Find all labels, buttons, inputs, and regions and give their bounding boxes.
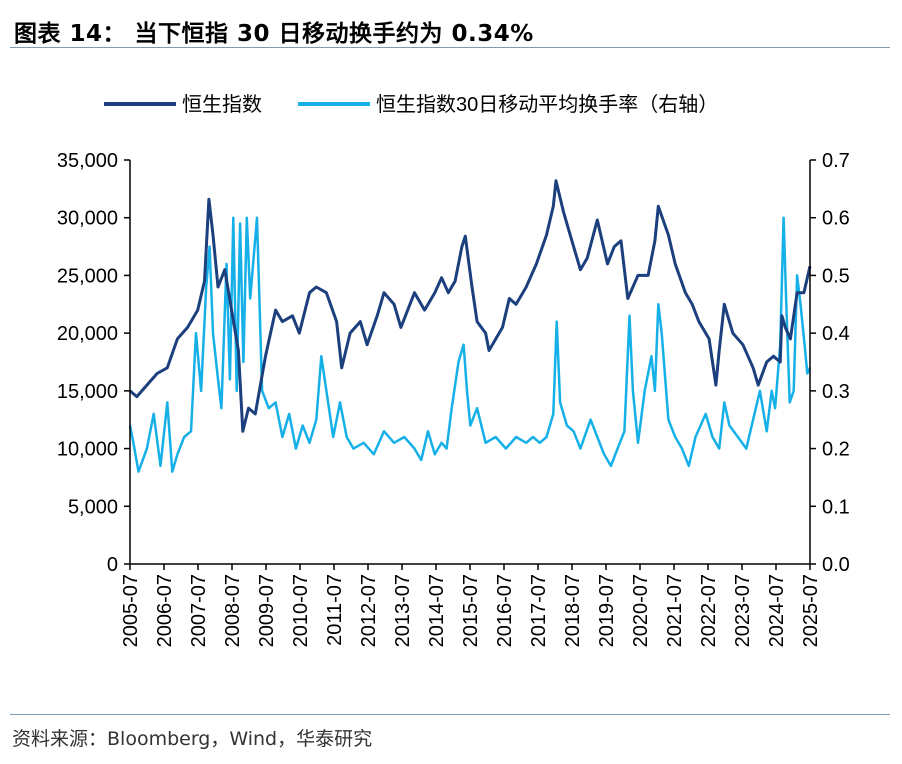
series-layer bbox=[128, 179, 812, 473]
x-axis-tick-label: 2022-07 bbox=[698, 574, 720, 647]
legend-label-turnover: 恒生指数30日移动平均换手率（右轴） bbox=[376, 93, 718, 116]
left-axis-tick-label: 35,000 bbox=[57, 150, 118, 172]
right-axis-tick-label: 0.6 bbox=[822, 208, 850, 230]
legend-label-hsi: 恒生指数 bbox=[182, 93, 262, 116]
x-axis-tick-label: 2009-07 bbox=[256, 574, 278, 647]
x-axis-tick-label: 2023-07 bbox=[732, 574, 754, 647]
hsi-turnover-chart: 恒生指数 恒生指数30日移动平均换手率（右轴） 0 5,000 10,000 15,0… bbox=[57, 93, 850, 647]
x-axis-tick-label: 2025-07 bbox=[800, 574, 822, 647]
right-axis-tick-label: 0.5 bbox=[822, 265, 850, 287]
x-axis-tick-label: 2007-07 bbox=[188, 574, 210, 647]
right-axis-tick-label: 0.1 bbox=[822, 496, 850, 518]
source-note: 资料来源：Bloomberg，Wind，华泰研究 bbox=[12, 728, 373, 750]
right-axis-tick-label: 0.0 bbox=[822, 554, 850, 576]
x-axis-tick-label: 2006-07 bbox=[154, 574, 176, 647]
x-axis-tick-label: 2017-07 bbox=[528, 574, 550, 647]
x-axis-tick-label: 2014-07 bbox=[426, 574, 448, 647]
x-axis-tick-label: 2005-07 bbox=[120, 574, 142, 647]
title-divider bbox=[10, 47, 890, 48]
legend: 恒生指数 恒生指数30日移动平均换手率（右轴） bbox=[104, 93, 718, 116]
figure-title: 图表 14： 当下恒指 30 日移动换手约为 0.34% bbox=[14, 21, 534, 47]
x-axis-tick-label: 2019-07 bbox=[596, 574, 618, 647]
left-axis-tick-label: 15,000 bbox=[57, 381, 118, 403]
x-axis-tick-label: 2013-07 bbox=[392, 574, 414, 647]
x-axis-tick-label: 2016-07 bbox=[494, 574, 516, 647]
x-axis-tick-label: 2024-07 bbox=[766, 574, 788, 647]
left-axis-tick-label: 5,000 bbox=[68, 496, 118, 518]
left-axis-tick-label: 25,000 bbox=[57, 265, 118, 287]
left-axis-tick-label: 0 bbox=[107, 554, 118, 576]
x-axis-tick-label: 2020-07 bbox=[630, 574, 652, 647]
left-axis-tick-label: 30,000 bbox=[57, 208, 118, 230]
source-divider bbox=[10, 714, 890, 715]
x-axis-tick-label: 2012-07 bbox=[358, 574, 380, 647]
x-axis-tick-label: 2008-07 bbox=[222, 574, 244, 647]
axes-layer: 0 5,000 10,000 15,000 20,000 25,000 30,000 35,0… bbox=[57, 150, 850, 647]
x-axis-tick-label: 2015-07 bbox=[460, 574, 482, 647]
left-axis-tick-label: 10,000 bbox=[57, 439, 118, 461]
x-axis-tick-label: 2018-07 bbox=[562, 574, 584, 647]
x-axis-tick-label: 2011-07 bbox=[324, 574, 346, 646]
x-axis-tick-label: 2010-07 bbox=[290, 574, 312, 647]
left-axis-tick-label: 20,000 bbox=[57, 323, 118, 345]
right-axis-tick-label: 0.7 bbox=[822, 150, 850, 172]
right-axis-tick-label: 0.2 bbox=[822, 439, 850, 461]
x-axis-tick-label: 2021-07 bbox=[664, 574, 686, 647]
series-line-turnover bbox=[128, 216, 812, 473]
right-axis-tick-label: 0.4 bbox=[822, 323, 850, 345]
series-line-hsi bbox=[129, 179, 812, 433]
right-axis-tick-label: 0.3 bbox=[822, 381, 850, 403]
